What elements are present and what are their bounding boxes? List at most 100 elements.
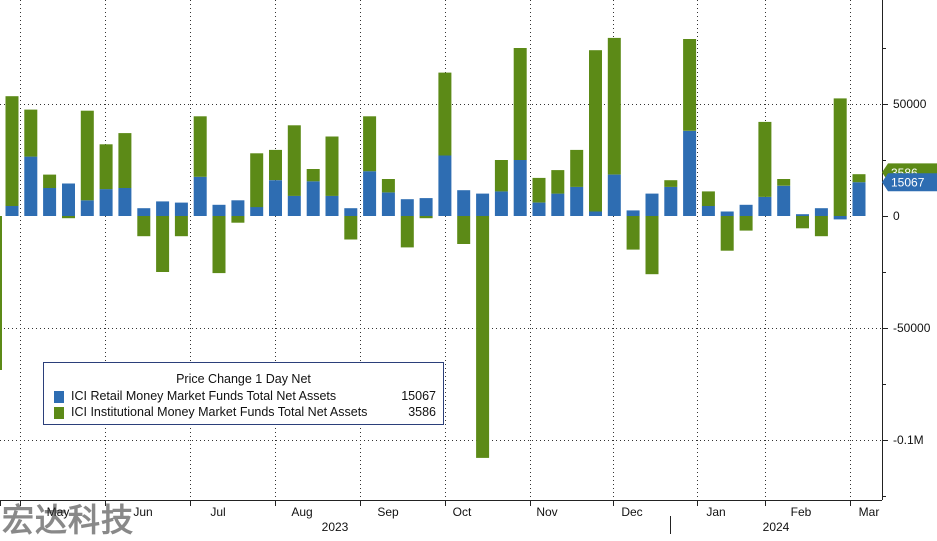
bar-institutional [325, 136, 339, 196]
bar-retail [570, 186, 584, 216]
x-tick-label: Sep [377, 505, 399, 519]
bar-retail [325, 195, 339, 216]
bar-institutional [118, 133, 132, 188]
bar-institutional [814, 216, 828, 237]
legend-label-institutional: ICI Institutional Money Market Funds Tot… [71, 405, 368, 419]
bar-retail [626, 210, 640, 216]
bar-retail [250, 207, 264, 216]
bar-retail [438, 155, 452, 216]
y-tick-label: -0.1M [893, 433, 924, 447]
y-tick-label: 0 [893, 209, 900, 223]
legend-value-institutional: 3586 [408, 405, 436, 419]
bar-institutional [250, 153, 264, 208]
legend: Price Change 1 Day Net ICI Retail Money … [43, 362, 444, 425]
bar-retail [118, 188, 132, 216]
last-value-badge-retail: 15067 [882, 173, 937, 192]
bar-institutional [156, 216, 170, 272]
bar-institutional [833, 98, 847, 216]
bar-institutional [607, 37, 621, 175]
x-tick-label: Jan [706, 505, 725, 519]
bar-institutional [758, 121, 772, 197]
bar-institutional [476, 216, 490, 458]
x-tick-label: Feb [791, 505, 812, 519]
bar-institutional [174, 216, 188, 237]
bar-retail [664, 186, 678, 216]
bar-retail [5, 205, 19, 216]
bar-institutional [43, 174, 57, 188]
bar-retail [381, 192, 395, 216]
bar-institutional [62, 216, 75, 219]
x-tick-label: Oct [453, 505, 472, 519]
bar-retail [589, 211, 602, 216]
bar-retail [476, 193, 490, 216]
bar-retail [777, 185, 791, 216]
bar-institutional [701, 191, 715, 206]
bar-institutional [306, 169, 320, 182]
bar-retail [532, 202, 546, 216]
bar-retail [720, 211, 734, 216]
bar-retail [513, 160, 527, 216]
bar-retail [80, 200, 94, 216]
bar-institutional [212, 216, 226, 274]
bar-institutional [457, 216, 471, 244]
bar-retail [494, 191, 508, 216]
bar-institutional [269, 149, 282, 181]
bar-institutional [193, 116, 207, 177]
bar-retail [758, 197, 772, 216]
bar-institutional [438, 72, 452, 156]
bar-retail [193, 176, 207, 216]
legend-title: Price Change 1 Day Net [176, 372, 311, 386]
bar-institutional [494, 160, 508, 192]
legend-value-retail: 15067 [401, 389, 436, 403]
last-value-badge-retail-text: 15067 [891, 176, 925, 190]
bar-institutional [344, 216, 358, 240]
y-tick-label: -50000 [893, 321, 931, 335]
bar-institutional [626, 216, 640, 250]
bar-retail [400, 199, 414, 216]
bar-retail [231, 200, 245, 216]
bar-retail [306, 181, 320, 216]
bar-retail [419, 198, 433, 216]
x-tick-label: Dec [621, 505, 642, 519]
bar-institutional [852, 174, 866, 183]
legend-label-retail: ICI Retail Money Market Funds Total Net … [71, 389, 337, 403]
bar-retail [701, 205, 715, 216]
x-year-label: 2023 [322, 520, 349, 534]
bar-institutional [570, 149, 584, 187]
legend-item-institutional: ICI Institutional Money Market Funds Tot… [54, 405, 436, 421]
bar-retail [796, 214, 809, 216]
bar-institutional [720, 216, 734, 251]
bar-institutional [513, 48, 527, 160]
bar-institutional [363, 116, 377, 172]
bar-institutional [137, 216, 151, 237]
bar-retail [645, 193, 659, 216]
x-tick-label: Mar [859, 505, 880, 519]
bar-retail [852, 182, 866, 216]
legend-swatch-retail [54, 391, 64, 403]
bar-institutional [99, 144, 113, 190]
bar-institutional [400, 216, 414, 248]
legend-item-retail: ICI Retail Money Market Funds Total Net … [54, 389, 436, 405]
bar-retail [24, 156, 38, 216]
bar-institutional [419, 216, 433, 219]
bar-institutional [739, 216, 753, 231]
bar-institutional [287, 125, 301, 196]
bar-retail [683, 130, 697, 216]
bar-retail [739, 204, 753, 216]
last-value-badge-retail-shape [882, 173, 937, 192]
bar-institutional [551, 170, 565, 194]
bar-institutional [589, 50, 602, 212]
x-tick-label: Jun [133, 505, 152, 519]
bar-institutional [645, 216, 659, 275]
bar-institutional [796, 216, 809, 229]
x-tick-label: Nov [536, 505, 557, 519]
bar-retail [137, 208, 151, 216]
bar-institutional [24, 109, 38, 157]
bar-retail [457, 190, 471, 216]
bar-retail [99, 189, 113, 216]
x-tick-label: Jul [210, 505, 225, 519]
y-tick-label: 50000 [893, 97, 927, 111]
bar-retail [174, 202, 188, 216]
